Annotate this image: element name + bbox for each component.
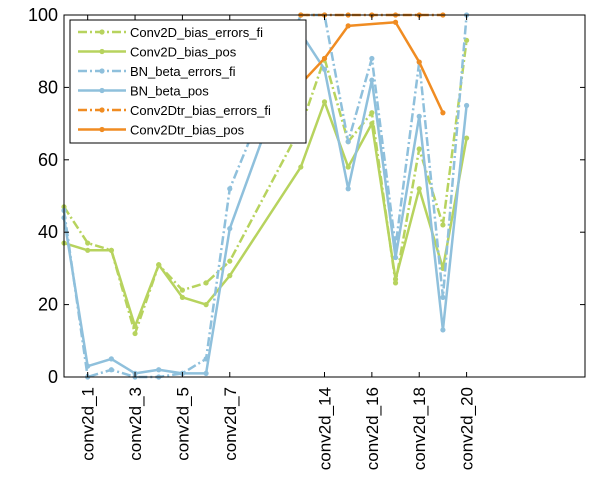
- x-tick-label: conv2d_14: [316, 387, 335, 470]
- legend-label: Conv2D_bias_pos: [130, 45, 237, 60]
- data-point: [440, 110, 446, 116]
- series-line: [62, 13, 468, 379]
- data-point: [440, 327, 446, 333]
- x-tick-label: conv2d_20: [458, 387, 477, 470]
- x-tick-label: conv2d_5: [173, 387, 192, 461]
- data-point: [203, 302, 209, 308]
- data-point: [369, 55, 375, 62]
- data-point: [345, 23, 351, 29]
- data-point: [463, 102, 470, 109]
- data-point: [298, 164, 304, 170]
- data-point: [108, 247, 114, 253]
- data-point: [85, 363, 91, 369]
- data-point: [321, 99, 328, 105]
- data-point: [416, 113, 422, 119]
- y-tick-label: 100: [28, 5, 58, 25]
- data-point: [85, 240, 91, 246]
- data-point: [179, 287, 186, 293]
- data-point: [369, 110, 375, 116]
- x-tick-label: conv2d_16: [363, 387, 382, 470]
- y-tick-label: 0: [48, 367, 58, 387]
- legend-label: Conv2D_bias_errors_fi: [130, 25, 263, 40]
- data-point: [227, 186, 233, 192]
- legend-marker: [99, 107, 105, 113]
- data-point: [321, 55, 328, 62]
- x-tick-label: conv2d_1: [79, 387, 98, 461]
- y-tick-label: 20: [38, 295, 58, 315]
- data-point: [416, 146, 422, 152]
- x-axis: conv2d_1 conv2d_3 conv2d_5 conv2d_7 conv2d_1…: [79, 15, 477, 470]
- data-point: [156, 367, 162, 373]
- y-tick-label: 60: [38, 150, 58, 170]
- data-point: [345, 139, 351, 145]
- series-line: [63, 100, 468, 328]
- series-line: [299, 20, 445, 114]
- data-point: [85, 247, 91, 253]
- data-point: [392, 280, 399, 286]
- data-point: [345, 164, 351, 170]
- data-point: [108, 356, 114, 362]
- y-axis: 0 20 40 60 80 100: [28, 5, 585, 387]
- data-point: [132, 330, 138, 337]
- data-point: [203, 370, 209, 376]
- data-point: [440, 222, 446, 228]
- x-tick-label: conv2d_7: [221, 387, 240, 461]
- data-point: [227, 258, 233, 264]
- data-point: [416, 186, 422, 192]
- legend: Conv2D_bias_errors_fi Conv2D_bias_pos BN_b…: [69, 19, 307, 144]
- data-point: [321, 66, 328, 72]
- legend-marker: [99, 87, 105, 94]
- y-tick-label: 80: [38, 77, 58, 97]
- x-tick-label: conv2d_18: [410, 387, 429, 470]
- legend-marker: [99, 126, 105, 133]
- data-point: [463, 135, 470, 141]
- legend-label: BN_beta_pos: [130, 84, 209, 99]
- data-point: [392, 254, 399, 261]
- legend-marker: [99, 29, 105, 35]
- legend-box: [69, 19, 307, 144]
- data-point: [369, 121, 375, 127]
- series-Conv2D_bias_pos: [61, 99, 470, 329]
- data-point: [392, 19, 399, 25]
- legend-label: Conv2Dtr_bias_pos: [130, 123, 245, 138]
- x-tick-label: conv2d_3: [126, 387, 145, 461]
- data-point: [416, 59, 422, 65]
- data-point: [203, 280, 209, 286]
- data-point: [369, 77, 375, 83]
- data-point: [392, 276, 399, 282]
- legend-label: BN_beta_errors_fi: [130, 64, 236, 79]
- data-point: [156, 262, 162, 268]
- data-point: [227, 225, 233, 232]
- data-point: [227, 273, 233, 279]
- legend-marker: [99, 48, 105, 55]
- data-point: [440, 294, 446, 300]
- legend-marker: [99, 68, 105, 74]
- data-point: [179, 294, 186, 300]
- data-point: [345, 186, 351, 192]
- y-tick-label: 40: [38, 222, 58, 242]
- data-point: [132, 323, 138, 329]
- legend-label: Conv2Dtr_bias_errors_fi: [130, 103, 271, 118]
- data-point: [108, 367, 114, 373]
- series-line: [62, 40, 468, 335]
